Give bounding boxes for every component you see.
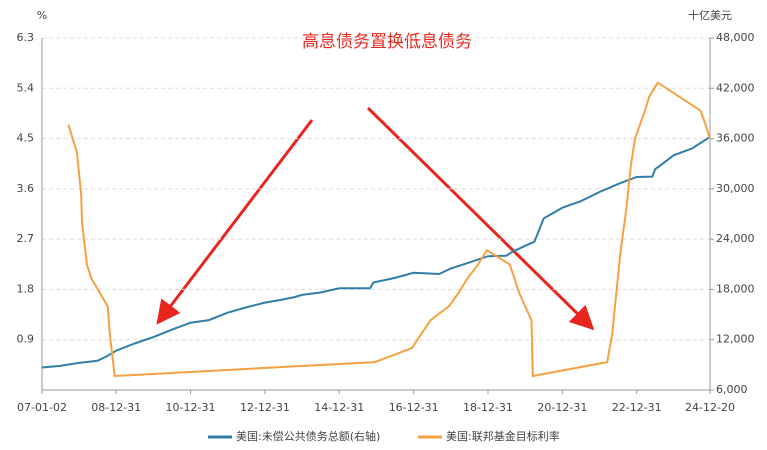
y-tick-label: 6.3 (17, 31, 35, 44)
legend-label: 美国:联邦基金目标利率 (446, 429, 560, 443)
y-unit: % (37, 9, 47, 22)
arrow (156, 119, 314, 325)
x-tick-label: 16-12-31 (389, 401, 439, 414)
x-tick-label: 08-12-31 (91, 401, 141, 414)
y2-tick-label: 30,000 (716, 182, 755, 195)
y-tick-label: 0.9 (17, 333, 35, 346)
x-tick-label: 24-12-20 (685, 401, 735, 414)
chart-title: 高息债务置换低息债务 (302, 32, 472, 52)
y-tick-label: 3.6 (17, 182, 35, 195)
y2-tick-label: 12,000 (716, 333, 755, 346)
legend-label: 美国:未偿公共债务总额(右轴) (236, 429, 380, 443)
y2-unit: 十亿美元 (688, 8, 732, 22)
series-line (41, 136, 711, 369)
x-tick-label: 10-12-31 (166, 401, 216, 414)
y2-tick-label: 48,000 (716, 31, 755, 44)
y-tick-label: 5.4 (17, 81, 35, 94)
y2-tick-label: 42,000 (716, 81, 755, 94)
x-tick-label: 20-12-31 (537, 401, 587, 414)
arrow (366, 106, 595, 331)
x-tick-label: 22-12-31 (612, 401, 662, 414)
series-line (67, 81, 711, 378)
y2-tick-label: 24,000 (716, 232, 755, 245)
y2-tick-label: 18,000 (716, 282, 755, 295)
y2-tick-label: 36,000 (716, 132, 755, 145)
x-tick-label: 14-12-31 (314, 401, 364, 414)
x-tick-label: 07-01-02 (17, 401, 67, 414)
x-tick-label: 12-12-31 (240, 401, 290, 414)
y-tick-label: 2.7 (17, 232, 35, 245)
y-tick-label: 4.5 (17, 132, 35, 145)
y2-tick-label: 6,000 (716, 383, 748, 396)
y-tick-label: 1.8 (17, 282, 35, 295)
x-tick-label: 18-12-31 (463, 401, 513, 414)
